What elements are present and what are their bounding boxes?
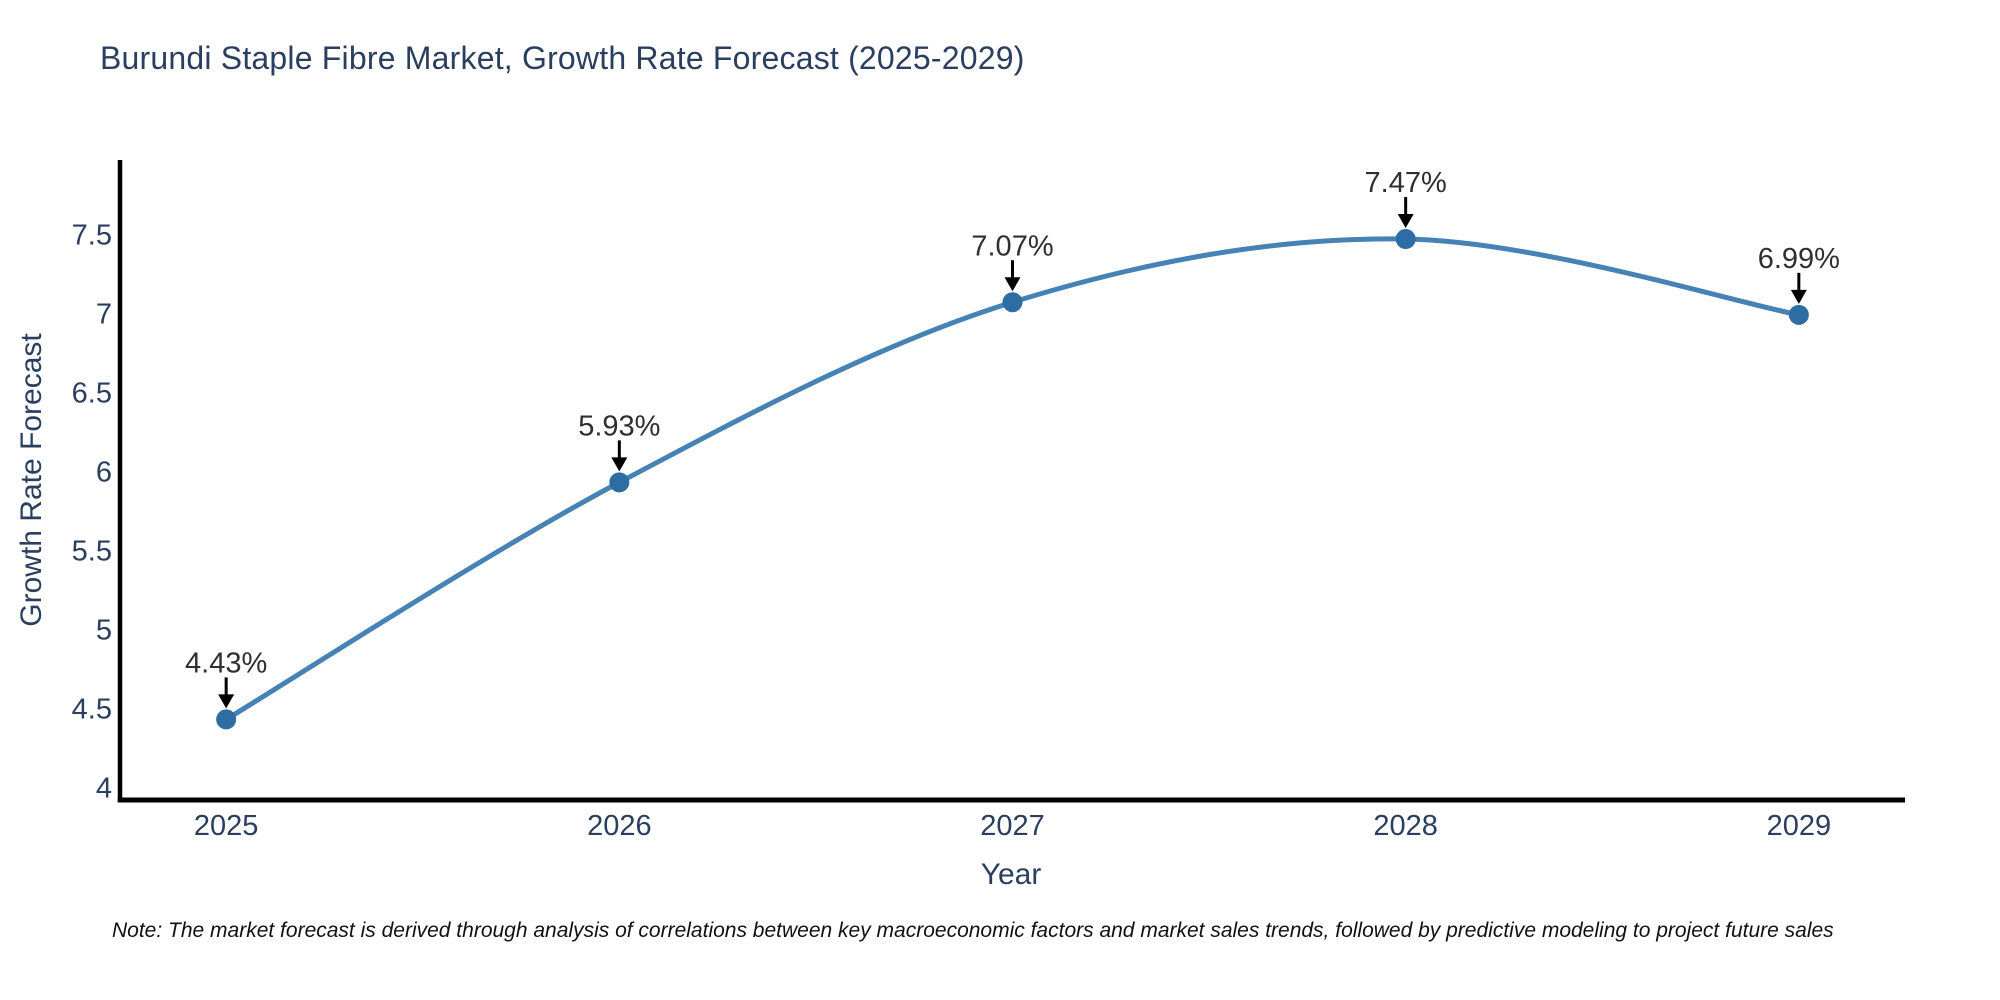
x-tick-label: 2029 <box>1767 810 1832 842</box>
annotation-label: 7.07% <box>971 230 1053 262</box>
chart-title: Burundi Staple Fibre Market, Growth Rate… <box>100 40 1025 76</box>
annotation-label: 7.47% <box>1365 167 1447 199</box>
x-tick-label: 2025 <box>194 810 259 842</box>
data-point-marker <box>609 472 630 493</box>
annotation-arrow-head <box>611 457 628 472</box>
y-tick-label: 6.5 <box>72 377 112 409</box>
y-tick-label: 7.5 <box>72 219 112 251</box>
y-tick-label: 4 <box>96 773 112 805</box>
data-point-marker <box>216 709 237 730</box>
annotation-arrow-head <box>1397 214 1414 229</box>
annotation-arrow-head <box>1790 289 1807 304</box>
data-point-marker <box>1788 304 1809 325</box>
y-tick-label: 5.5 <box>72 535 112 567</box>
annotation-label: 5.93% <box>578 411 660 443</box>
x-tick-label: 2028 <box>1373 810 1438 842</box>
annotation-arrow-head <box>1004 277 1021 292</box>
x-tick-label: 2026 <box>587 810 652 842</box>
data-point-marker <box>1002 292 1023 313</box>
annotation-label: 6.99% <box>1758 243 1840 275</box>
annotation-arrow-head <box>218 694 235 709</box>
y-tick-label: 5 <box>96 614 112 646</box>
y-tick-label: 6 <box>96 456 112 488</box>
y-tick-label: 4.5 <box>72 693 112 725</box>
y-tick-label: 7 <box>96 298 112 330</box>
x-axis-title: Year <box>980 858 1042 891</box>
annotation-label: 4.43% <box>185 648 267 680</box>
x-tick-label: 2027 <box>980 810 1045 842</box>
footnote: Note: The market forecast is derived thr… <box>112 919 1834 942</box>
data-point-marker <box>1395 229 1416 250</box>
